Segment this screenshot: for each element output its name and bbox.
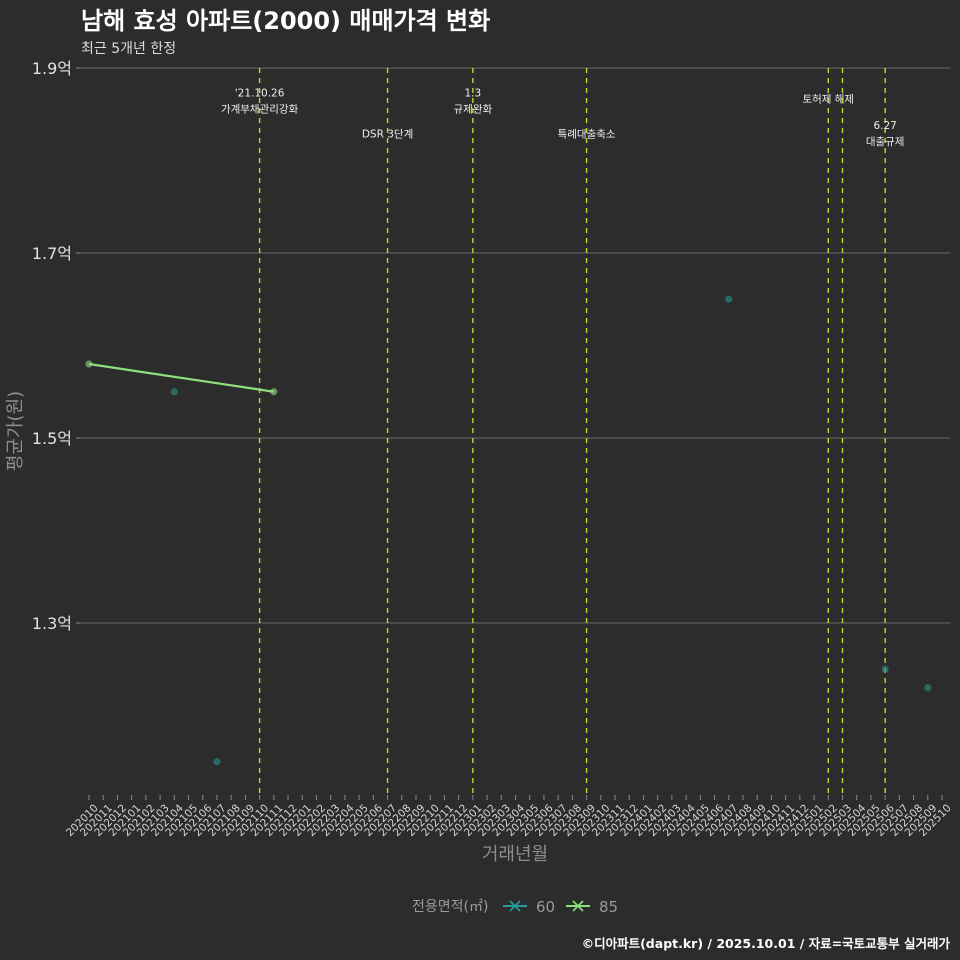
annotation-label: 1.3: [464, 87, 481, 99]
legend-label: 60: [536, 898, 555, 916]
y-tick-label: 1.3억: [32, 614, 72, 633]
series-85: [85, 360, 278, 396]
legend-key-x-icon: [572, 900, 584, 912]
legend-label: 85: [599, 898, 618, 916]
data-point[interactable]: [924, 684, 932, 692]
y-axis-title: 평균가(원): [5, 391, 26, 471]
data-point[interactable]: [213, 758, 221, 766]
data-point[interactable]: [270, 388, 278, 396]
chart-subtitle: 최근 5개년 한정: [81, 41, 176, 57]
annotation-label: DSR 3단계: [362, 129, 413, 141]
annotation-label: '21.10.26: [235, 87, 285, 99]
gridlines: [80, 67, 951, 624]
x-axis: 2020102020112020122021012021022021032021…: [64, 795, 954, 839]
annotation-202309: 특례대출축소: [558, 68, 616, 795]
y-tick-label: 1.9억: [32, 59, 72, 78]
annotation-label: 가계부채관리강화: [221, 103, 299, 115]
annotation-label: 규제완화: [454, 102, 493, 115]
y-axis: 1.3억 1.5억 1.7억 1.9억: [32, 59, 81, 633]
annotation-label: 6.27: [873, 120, 896, 132]
y-tick-label: 1.7억: [32, 244, 72, 263]
annotation-202110: '21.10.26 가계부채관리강화: [221, 68, 299, 795]
data-point[interactable]: [881, 665, 889, 673]
annotation-label: 토허제 해제: [802, 93, 854, 106]
annotation-202506: 6.27 대출규제: [866, 68, 905, 795]
annotation-label: 대출규제: [866, 136, 905, 148]
series-line: [88, 362, 274, 393]
series-60: [170, 295, 932, 766]
legend-title: 전용면적(㎡): [412, 899, 488, 915]
x-axis-title: 거래년월: [482, 844, 548, 865]
legend-item-60[interactable]: 60: [503, 898, 555, 916]
annotation-202502: 토허제 해제: [802, 68, 854, 795]
annotation-202301: 1.3 규제완화: [454, 68, 493, 795]
data-point[interactable]: [725, 295, 733, 303]
data-point[interactable]: [85, 360, 93, 368]
annotation-202207: DSR 3단계: [362, 68, 413, 795]
legend-item-85[interactable]: 85: [566, 898, 618, 916]
footer-caption: ©디아파트(dapt.kr) / 2025.10.01 / 자료=국토교통부 실…: [582, 936, 951, 951]
annotation-label: 특례대출축소: [558, 129, 616, 141]
data-point[interactable]: [170, 388, 178, 396]
y-tick-label: 1.5억: [32, 429, 72, 448]
legend-key-x-icon: [509, 900, 521, 912]
chart-title: 남해 효성 아파트(2000) 매매가격 변화: [81, 7, 490, 35]
legend: 전용면적(㎡) 60 85: [412, 898, 618, 916]
data-series: [85, 295, 932, 766]
